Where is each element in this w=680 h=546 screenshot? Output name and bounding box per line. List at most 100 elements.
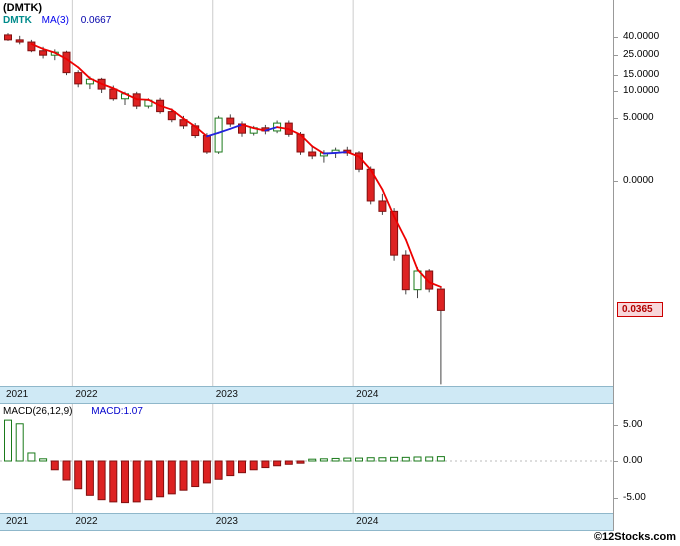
y-axis-label: 0.00 bbox=[623, 455, 643, 466]
year-label: 2021 bbox=[6, 516, 29, 527]
candle bbox=[39, 50, 48, 56]
year-label: 2022 bbox=[75, 389, 98, 400]
ma-line-segment bbox=[159, 104, 173, 111]
ma-line-segment bbox=[124, 92, 138, 101]
candle bbox=[390, 210, 399, 256]
price-chart-panel: (DMTK) DMTK MA(3) 0.0667 bbox=[3, 0, 445, 386]
macd-bar bbox=[15, 423, 24, 462]
macd-bar bbox=[121, 460, 129, 504]
ma-line-segment bbox=[241, 123, 255, 130]
macd-bar bbox=[401, 456, 410, 462]
ma-line-segment bbox=[358, 155, 372, 171]
ma-line-segment bbox=[369, 168, 384, 191]
candle bbox=[436, 288, 445, 311]
macd-bar bbox=[62, 460, 71, 481]
macd-bar bbox=[214, 460, 223, 480]
ma-line-segment bbox=[42, 48, 56, 54]
macd-bar bbox=[273, 460, 282, 467]
axis-tick bbox=[614, 91, 618, 92]
axis-tick bbox=[614, 55, 618, 57]
candle bbox=[378, 200, 387, 212]
macd-bar bbox=[331, 457, 340, 462]
ma-line-segment bbox=[276, 126, 290, 131]
macd-bar bbox=[156, 460, 165, 498]
x-axis-years-macd: 2021 2022 2023 2024 bbox=[0, 513, 613, 531]
year-label: 2023 bbox=[215, 389, 238, 400]
axis-tick bbox=[614, 461, 618, 462]
macd-bar bbox=[390, 456, 399, 462]
macd-bar bbox=[378, 457, 387, 462]
macd-bar bbox=[284, 460, 293, 465]
macd-bar bbox=[343, 457, 352, 462]
macd-legend-value: MACD:1.07 bbox=[91, 406, 143, 417]
ma-line-segment bbox=[416, 268, 431, 284]
macd-bar bbox=[27, 452, 36, 462]
year-label: 2023 bbox=[215, 516, 238, 527]
candle bbox=[308, 151, 317, 157]
legend-ma-value: 0.0667 bbox=[80, 15, 112, 26]
macd-bar bbox=[226, 460, 235, 477]
macd-bar bbox=[261, 460, 270, 469]
ma-line-segment bbox=[404, 238, 419, 271]
macd-bar bbox=[308, 458, 317, 462]
macd-bar bbox=[296, 460, 305, 464]
axis-tick bbox=[614, 118, 618, 120]
macd-bar bbox=[109, 460, 118, 503]
candle bbox=[214, 117, 223, 153]
candle bbox=[15, 39, 24, 43]
ma-line-segment bbox=[89, 77, 103, 85]
axis-tick bbox=[614, 424, 618, 426]
candle bbox=[4, 34, 12, 41]
y-axis-label: 5.0000 bbox=[623, 112, 654, 124]
macd-bar bbox=[425, 456, 434, 462]
ma-line-segment bbox=[299, 133, 314, 148]
macd-panel: MACD(26,12,9) MACD:1.07 bbox=[0, 404, 613, 513]
y-axis-label: 25.0000 bbox=[623, 49, 660, 61]
macd-bar bbox=[97, 460, 106, 501]
y-axis-label: 40.0000 bbox=[623, 30, 660, 42]
year-label: 2022 bbox=[75, 516, 98, 527]
macd-bar bbox=[249, 460, 258, 471]
macd-bar bbox=[4, 419, 12, 462]
y-axis-label: 10.0000 bbox=[623, 85, 660, 96]
ma-line-segment bbox=[65, 58, 80, 69]
candle bbox=[74, 72, 83, 85]
ma-line-segment bbox=[170, 108, 185, 120]
macd-bar bbox=[39, 458, 48, 462]
ma-line-segment bbox=[346, 151, 360, 158]
macd-bar bbox=[191, 460, 200, 488]
ma-line-segment bbox=[287, 128, 302, 136]
ma-line-segment bbox=[217, 127, 232, 134]
axis-tick bbox=[614, 75, 618, 77]
ma-line-segment bbox=[205, 131, 220, 138]
x-axis-years-price: 2021 2022 2023 2024 bbox=[0, 386, 613, 404]
macd-legend-label: MACD(26,12,9) bbox=[3, 406, 73, 417]
candle bbox=[109, 88, 118, 100]
page-title: (DMTK) bbox=[3, 2, 43, 14]
macd-legend: MACD(26,12,9) MACD:1.07 bbox=[3, 406, 143, 417]
y-axis-label: -5.00 bbox=[623, 491, 646, 503]
candle bbox=[226, 117, 235, 125]
year-label: 2021 bbox=[6, 389, 29, 400]
ma-line-segment bbox=[381, 188, 396, 218]
candle bbox=[167, 111, 176, 121]
macd-bar bbox=[319, 458, 328, 462]
ma-line-segment bbox=[252, 127, 267, 132]
ma-line-segment bbox=[428, 281, 442, 288]
y-axis-label: 0.0000 bbox=[623, 175, 654, 186]
ma-line-segment bbox=[112, 87, 126, 95]
price-chart-svg bbox=[4, 0, 445, 386]
axis-tick bbox=[614, 497, 618, 499]
ma-line-segment bbox=[100, 82, 115, 90]
year-label: 2024 bbox=[356, 389, 379, 400]
ma-line-segment bbox=[147, 98, 162, 107]
candle bbox=[425, 270, 434, 290]
macd-bar bbox=[355, 457, 363, 462]
ma-line-segment bbox=[311, 145, 325, 155]
macd-bar bbox=[74, 460, 83, 490]
axis-tick bbox=[614, 181, 618, 182]
price-legend: DMTK MA(3) 0.0667 bbox=[3, 15, 111, 26]
candle bbox=[202, 135, 211, 153]
ma-line-segment bbox=[229, 123, 243, 130]
